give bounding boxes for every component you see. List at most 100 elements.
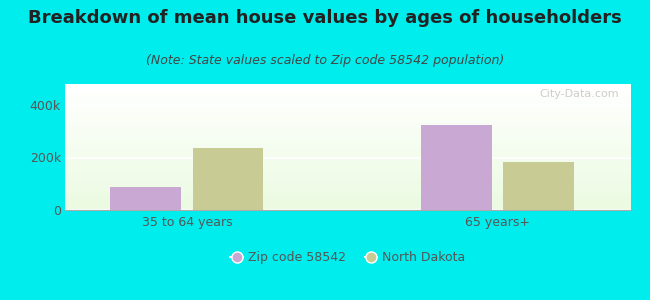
Bar: [0, 96, 650, 97]
Bar: [0, 184, 650, 185]
Bar: [0, 193, 650, 194]
Legend: Zip code 58542, North Dakota: Zip code 58542, North Dakota: [226, 246, 470, 269]
Bar: [0, 86, 650, 87]
Bar: [0, 117, 650, 118]
Bar: [0, 133, 650, 134]
Bar: [0, 137, 650, 138]
Bar: [0, 204, 650, 205]
Bar: [0, 113, 650, 114]
Bar: [0, 157, 650, 158]
Bar: [0, 149, 650, 150]
Bar: [0, 195, 650, 196]
Bar: [0, 156, 650, 157]
Bar: [0, 202, 650, 203]
Bar: [0, 186, 650, 187]
Bar: [0, 162, 650, 163]
Bar: [0, 173, 650, 174]
Bar: [0, 143, 650, 144]
Text: Breakdown of mean house values by ages of householders: Breakdown of mean house values by ages o…: [28, 9, 622, 27]
Bar: [0, 196, 650, 197]
Bar: [0, 88, 650, 89]
Bar: [0, 124, 650, 125]
Bar: [0, 206, 650, 207]
Bar: [0, 169, 650, 170]
Bar: [0, 160, 650, 161]
Bar: [0, 165, 650, 166]
Bar: [0, 209, 650, 210]
Bar: [0, 148, 650, 149]
Bar: [0, 119, 650, 120]
Bar: [0, 142, 650, 143]
Bar: [0, 95, 650, 96]
Bar: [0, 153, 650, 154]
Bar: [0, 197, 650, 198]
Bar: [0, 134, 650, 135]
Bar: [0, 98, 650, 99]
Bar: [0, 168, 650, 169]
Bar: [0, 188, 650, 189]
Bar: [0, 160, 650, 161]
Bar: [0, 85, 650, 86]
Bar: [0, 122, 650, 123]
Bar: [0, 183, 650, 184]
Bar: [0, 91, 650, 92]
Bar: [0, 172, 650, 173]
Bar: [0, 97, 650, 98]
Bar: [0, 128, 650, 129]
Bar: [0, 126, 650, 127]
Bar: [0, 152, 650, 153]
Bar: [0, 146, 650, 147]
Bar: [0, 84, 650, 85]
Bar: [0, 139, 650, 140]
Bar: [0, 138, 650, 139]
Bar: [0, 125, 650, 126]
Bar: [0, 89, 650, 90]
Bar: [0, 147, 650, 148]
Bar: [0, 205, 650, 206]
Bar: [0, 200, 650, 201]
Bar: [0, 180, 650, 181]
Bar: [0, 118, 650, 119]
Bar: [0, 140, 650, 141]
Bar: [0, 104, 650, 105]
Bar: [0, 208, 650, 209]
Bar: [0, 166, 650, 167]
Bar: [0, 123, 650, 124]
Bar: [0, 132, 650, 133]
Bar: [0, 129, 650, 130]
Bar: [0, 190, 650, 191]
Bar: [0, 120, 650, 121]
Bar: [0, 105, 650, 106]
Bar: [0, 109, 650, 110]
Bar: [0, 171, 650, 172]
Bar: [0, 112, 650, 113]
Bar: [0, 110, 650, 111]
Bar: [0, 177, 650, 178]
Bar: [0, 167, 650, 168]
Bar: [0, 181, 650, 182]
Bar: [0, 202, 650, 203]
Bar: [0, 185, 650, 186]
Bar: [0, 127, 650, 128]
Bar: [0, 179, 650, 180]
Bar: [111, 187, 181, 210]
Bar: [0, 178, 650, 179]
Bar: [0, 121, 650, 122]
Bar: [0, 131, 650, 132]
Bar: [0, 170, 650, 171]
Bar: [0, 108, 650, 109]
Bar: [0, 163, 650, 164]
Bar: [0, 187, 650, 188]
Bar: [0, 102, 650, 103]
Bar: [0, 111, 650, 112]
Bar: [0, 93, 650, 94]
Bar: [0, 154, 650, 155]
Bar: [0, 192, 650, 193]
Bar: [0, 130, 650, 131]
Bar: [0, 203, 650, 204]
Bar: [503, 162, 574, 210]
Bar: [0, 116, 650, 117]
Bar: [0, 100, 650, 101]
Bar: [0, 94, 650, 95]
Bar: [0, 107, 650, 108]
